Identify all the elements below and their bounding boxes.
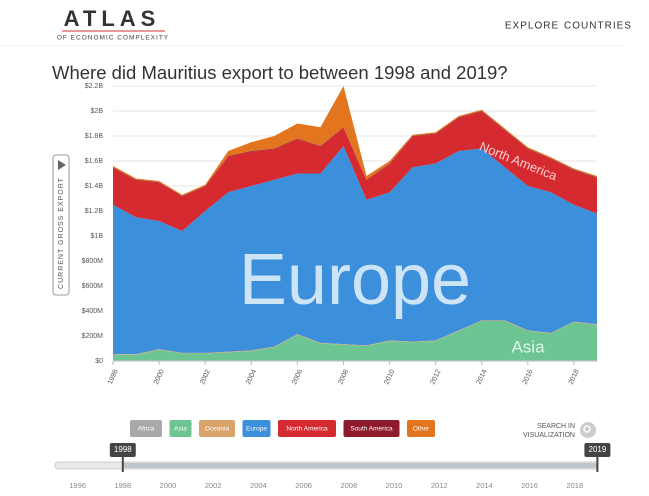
- y-tick-label: $1.6B: [85, 158, 104, 165]
- y-tick-label: $2B: [91, 108, 104, 115]
- nav-link[interactable]: EXPLORE: [505, 21, 559, 32]
- timeline-tick-label: 2008: [340, 481, 357, 490]
- timeline-tick-label: 1996: [69, 481, 86, 490]
- timeline-tick-label: 2006: [295, 481, 312, 490]
- plot: $0 $200M $400M $600M $800M $1B $1.2B $1.4B $1.6B…: [82, 83, 597, 386]
- timeline-tick-label: 2012: [431, 481, 448, 490]
- legend: Africa Asia Oceania Europe North America Sout…: [130, 420, 435, 437]
- area-label: Europe: [239, 240, 471, 320]
- timeline-tick-label: 2010: [386, 481, 403, 490]
- timeline-tick-label: 2000: [160, 481, 177, 490]
- y-tick-label: $2.2B: [85, 83, 104, 90]
- legend-label: Europe: [246, 426, 267, 433]
- legend-button[interactable]: [242, 420, 271, 437]
- timeline-tick-label: 2016: [521, 481, 538, 490]
- legend-label: Other: [413, 426, 430, 433]
- search-label: SEARCH IN: [537, 423, 575, 430]
- timeline-handle-label: 2019: [589, 445, 607, 454]
- y-label-arrow: [58, 160, 66, 170]
- y-tick-label: $400M: [82, 308, 104, 315]
- legend-label: Oceania: [205, 426, 230, 433]
- y-tick-label: $200M: [82, 333, 104, 340]
- y-tick-label: $800M: [82, 258, 104, 265]
- legend-label: Africa: [138, 426, 155, 433]
- legend-button[interactable]: [407, 420, 435, 437]
- area: [113, 111, 597, 231]
- timeline-tick-label: 2018: [566, 481, 583, 490]
- area: [113, 146, 597, 355]
- y-tick-label: $1.4B: [85, 183, 104, 190]
- legend-label: North America: [286, 426, 328, 433]
- timeline: 1996 1998 2000 2002 2004 2006 2008 2010 2012 2014…: [54, 443, 611, 490]
- timeline-range: [122, 463, 598, 468]
- legend-button[interactable]: [169, 420, 192, 437]
- chart-title: Where did Mauritius export to between 19…: [52, 62, 508, 83]
- search-label: VISUALIZATION: [523, 432, 575, 439]
- area-label: Asia: [511, 337, 545, 356]
- y-tick-label: $600M: [82, 283, 104, 290]
- legend-button[interactable]: [278, 420, 336, 437]
- timeline-tick-label: 2002: [205, 481, 222, 490]
- logo-sub: OF ECONOMIC COMPLEXITY: [57, 35, 169, 42]
- y-tick-label: $1B: [91, 233, 104, 240]
- legend-button[interactable]: [343, 420, 400, 437]
- timeline-handle-label-box: [584, 443, 611, 457]
- legend-button[interactable]: [199, 420, 235, 437]
- timeline-tick-label: 1998: [114, 481, 131, 490]
- search-button[interactable]: [580, 422, 596, 438]
- y-label-box[interactable]: [52, 154, 70, 296]
- area: [113, 86, 597, 196]
- y-tick-label: $1.2B: [85, 208, 104, 215]
- timeline-handle-label-box: [109, 443, 136, 457]
- y-tick-label: $1.8B: [85, 133, 104, 140]
- search-icon: [583, 425, 591, 433]
- timeline-handle-label: 1998: [114, 445, 132, 454]
- y-tick-label: $0: [95, 358, 103, 365]
- logo[interactable]: ATLAS: [64, 6, 161, 31]
- legend-label: Asia: [174, 426, 187, 433]
- legend-label: South America: [350, 426, 393, 433]
- nav-link[interactable]: COUNTRIES: [564, 21, 632, 32]
- timeline-tick-label: 2014: [476, 481, 493, 490]
- area: [113, 111, 597, 197]
- y-axis-label: CURRENT GROSS EXPORT: [58, 177, 65, 289]
- area: [113, 321, 597, 361]
- legend-button[interactable]: [130, 420, 162, 437]
- timeline-tick-label: 2004: [250, 481, 267, 490]
